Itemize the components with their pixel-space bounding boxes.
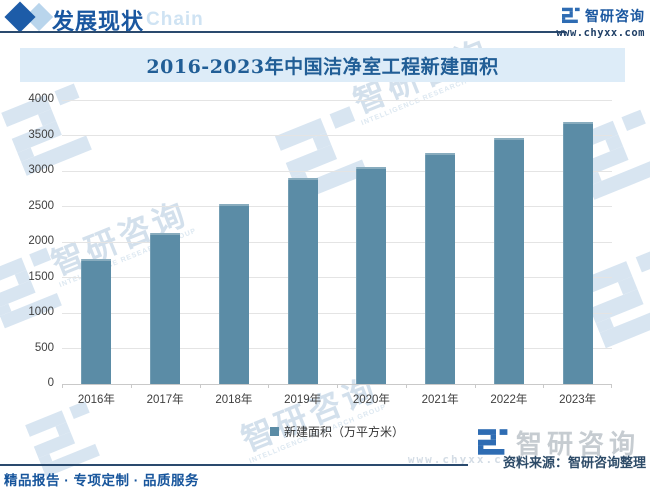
diamond-icon <box>4 1 36 33</box>
x-axis-tick <box>405 384 407 388</box>
chart-legend: 新建面积（万平方米） <box>62 423 612 440</box>
x-axis-tick <box>337 384 338 388</box>
zhiyan-logo-icon <box>562 7 580 25</box>
x-axis-tick <box>62 384 63 388</box>
x-tick-2020年: 2020年 <box>352 394 390 406</box>
x-axis-tick <box>268 384 270 388</box>
gridline-500 <box>62 348 612 349</box>
chain-watermark-text: Chain <box>146 9 204 30</box>
chart-title-band: 2016-2023年中国洁净室工程新建面积 <box>20 48 625 82</box>
bar-2019年 <box>287 178 318 384</box>
gridline-0 <box>62 383 612 385</box>
gridline-3500 <box>62 135 612 136</box>
x-tick-2019年: 2019年 <box>284 394 322 406</box>
website-url: www.chyxx.com <box>556 27 645 39</box>
services-tagline: 精品报告 · 专项定制 · 品质服务 <box>4 473 199 488</box>
chart-title: 2016-2023年中国洁净室工程新建面积 <box>146 55 499 78</box>
gridline-1500 <box>62 277 612 278</box>
legend-marker <box>269 427 279 436</box>
header-divider <box>0 31 566 33</box>
gridline-2500 <box>62 206 612 207</box>
x-axis-tick <box>543 384 545 388</box>
gridline-1000 <box>62 312 612 314</box>
y-tick-1000: 1000 <box>28 306 54 318</box>
x-tick-2016年: 2016年 <box>77 394 115 406</box>
data-source-label: 资料来源：智研咨询整理 <box>502 455 646 470</box>
x-axis-tick <box>474 384 476 388</box>
y-tick-500: 500 <box>34 341 54 354</box>
footer-divider <box>0 464 468 466</box>
y-tick-0: 0 <box>47 377 54 389</box>
bar-2023年 <box>562 122 593 384</box>
x-tick-2023年: 2023年 <box>559 394 597 406</box>
x-axis-labels: 2016年 2017年 2018年 2019年 2020年 2021年 2022年 2023年 <box>62 391 612 407</box>
watermark-url-text: www.chyxx.com <box>407 453 520 466</box>
x-tick-2018年: 2018年 <box>215 394 253 406</box>
y-tick-2000: 2000 <box>28 235 54 247</box>
plot-area <box>62 99 612 388</box>
bar-2018年 <box>218 203 249 384</box>
bar-2017年 <box>150 232 181 384</box>
brand-logo: 智研咨询 <box>562 6 645 26</box>
gridline-2000 <box>62 241 612 243</box>
footer-brand-text: 智研咨询 <box>515 429 640 459</box>
y-tick-1500: 1500 <box>28 270 54 283</box>
y-tick-2500: 2500 <box>28 199 54 212</box>
y-tick-3000: 3000 <box>28 164 54 176</box>
y-tick-3500: 3500 <box>28 128 54 141</box>
x-tick-2017年: 2017年 <box>146 394 184 406</box>
x-axis-tick <box>130 384 132 388</box>
watermark-text: 智研咨询 INTELLIGENCE RESEARCH GROUP <box>236 371 388 465</box>
legend-label: 新建面积（万平方米） <box>283 425 404 439</box>
bar-2021年 <box>425 152 456 384</box>
y-tick-4000: 4000 <box>28 93 54 105</box>
gridline-4000 <box>62 99 612 101</box>
gridline-3000 <box>62 170 612 172</box>
x-tick-2022年: 2022年 <box>490 394 528 406</box>
bar-2022年 <box>493 137 524 384</box>
section-title: 发展现状 <box>52 9 145 34</box>
bar-2020年 <box>356 167 387 384</box>
y-axis-labels: 0 500 1000 1500 2000 2500 3000 3500 4000 <box>0 93 54 389</box>
x-axis-tick <box>611 384 612 388</box>
x-axis-tick <box>199 384 201 388</box>
x-tick-2021年: 2021年 <box>421 394 459 406</box>
bar-2016年 <box>81 259 112 384</box>
footer-brand-watermark: 智研咨询 <box>478 424 640 461</box>
brand-name: 智研咨询 <box>585 8 645 24</box>
